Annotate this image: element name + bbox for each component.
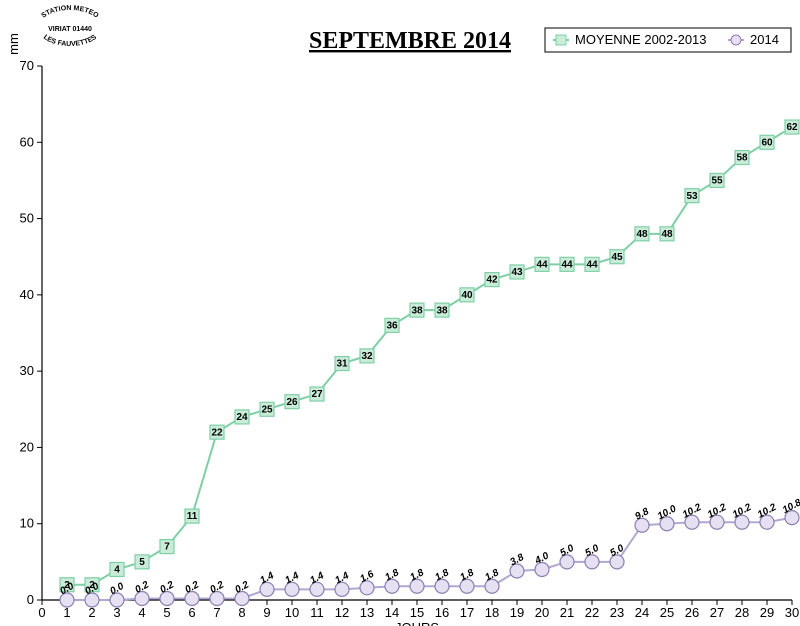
x-tick-label: 8 bbox=[238, 605, 245, 620]
x-tick-label: 26 bbox=[685, 605, 699, 620]
data-label: 38 bbox=[411, 305, 423, 316]
x-tick-label: 4 bbox=[138, 605, 145, 620]
legend-label-1: 2014 bbox=[750, 32, 779, 47]
data-label: 1.8 bbox=[458, 567, 476, 583]
x-tick-label: 0 bbox=[38, 605, 45, 620]
y-axis-title: mm bbox=[6, 33, 21, 55]
x-tick-label: 23 bbox=[610, 605, 624, 620]
x-tick-label: 20 bbox=[535, 605, 549, 620]
x-tick-label: 5 bbox=[163, 605, 170, 620]
data-label: 40 bbox=[461, 290, 473, 301]
data-label: 36 bbox=[386, 321, 398, 332]
data-label: 42 bbox=[486, 275, 498, 286]
y-tick-label: 20 bbox=[20, 439, 34, 454]
data-label: 1.4 bbox=[333, 570, 351, 586]
data-label: 0.2 bbox=[208, 579, 226, 595]
data-label: 25 bbox=[261, 404, 273, 415]
legend-label-0: MOYENNE 2002-2013 bbox=[575, 32, 707, 47]
data-label: 0.2 bbox=[158, 579, 176, 595]
data-label: 0.0 bbox=[108, 581, 126, 597]
data-label: 45 bbox=[611, 252, 623, 263]
x-tick-label: 28 bbox=[735, 605, 749, 620]
x-tick-label: 12 bbox=[335, 605, 349, 620]
data-label: 26 bbox=[286, 397, 298, 408]
data-label: 48 bbox=[661, 229, 673, 240]
data-label: 62 bbox=[786, 122, 798, 133]
data-label: 60 bbox=[761, 137, 773, 148]
y-tick-label: 30 bbox=[20, 363, 34, 378]
data-label: 1.4 bbox=[283, 570, 301, 586]
x-tick-label: 24 bbox=[635, 605, 649, 620]
logo-bottom: LES FAUVETTES bbox=[42, 34, 98, 48]
data-label: 3.8 bbox=[508, 552, 526, 568]
logo-top: STATION METEO bbox=[40, 5, 100, 20]
y-tick-label: 0 bbox=[27, 592, 34, 607]
data-label: 0.2 bbox=[183, 579, 201, 595]
data-label: 7 bbox=[164, 542, 170, 553]
chart-title: SEPTEMBRE 2014 bbox=[309, 28, 511, 54]
data-label: 22 bbox=[211, 427, 223, 438]
data-label: 53 bbox=[686, 191, 698, 202]
x-tick-label: 16 bbox=[435, 605, 449, 620]
data-label: 5.0 bbox=[608, 543, 626, 559]
data-label: 1.6 bbox=[358, 569, 376, 585]
data-label: 58 bbox=[736, 153, 748, 164]
data-label: 31 bbox=[336, 359, 348, 370]
data-label: 4 bbox=[114, 565, 120, 576]
chart-container: STATION METEO VIRIAT 01440LES FAUVETTES SE… bbox=[0, 0, 800, 626]
x-tick-label: 15 bbox=[410, 605, 424, 620]
y-tick-label: 60 bbox=[20, 134, 34, 149]
data-label: 32 bbox=[361, 351, 373, 362]
x-tick-label: 10 bbox=[285, 605, 299, 620]
data-label: 27 bbox=[311, 389, 323, 400]
data-label: 1.8 bbox=[433, 567, 451, 583]
data-label: 44 bbox=[561, 259, 573, 270]
x-tick-label: 6 bbox=[188, 605, 195, 620]
data-label: 44 bbox=[536, 259, 548, 270]
x-tick-label: 21 bbox=[560, 605, 574, 620]
data-label: 4.0 bbox=[532, 550, 551, 567]
x-tick-label: 27 bbox=[710, 605, 724, 620]
x-tick-label: 7 bbox=[213, 605, 220, 620]
data-label: 11 bbox=[187, 511, 198, 522]
data-label: 1.4 bbox=[258, 570, 276, 586]
x-tick-label: 17 bbox=[460, 605, 474, 620]
data-label: 43 bbox=[511, 267, 523, 278]
x-axis-title: JOURS bbox=[395, 620, 439, 626]
line-chart: STATION METEO VIRIAT 01440LES FAUVETTES SE… bbox=[0, 0, 800, 626]
data-label: 1.8 bbox=[383, 567, 401, 583]
data-label: 1.8 bbox=[483, 567, 501, 583]
x-tick-label: 9 bbox=[263, 605, 270, 620]
data-label: 1.4 bbox=[308, 570, 326, 586]
legend: MOYENNE 2002-2013 2014 bbox=[545, 28, 791, 52]
x-tick-label: 22 bbox=[585, 605, 599, 620]
y-tick-label: 40 bbox=[20, 287, 34, 302]
x-tick-label: 11 bbox=[310, 605, 324, 620]
x-tick-label: 30 bbox=[785, 605, 799, 620]
x-tick-label: 18 bbox=[485, 605, 499, 620]
logo-middle: VIRIAT 01440 bbox=[48, 26, 92, 33]
axes bbox=[42, 66, 792, 600]
data-label: 44 bbox=[586, 259, 598, 270]
data-label: 1.8 bbox=[408, 567, 426, 583]
y-tick-label: 70 bbox=[20, 58, 34, 73]
y-tick-label: 50 bbox=[20, 211, 34, 226]
data-label: 48 bbox=[636, 229, 648, 240]
data-label: 0.2 bbox=[233, 579, 251, 595]
x-tick-label: 29 bbox=[760, 605, 774, 620]
data-label: 55 bbox=[711, 176, 723, 187]
data-label: 5.0 bbox=[583, 543, 601, 559]
y-tick-label: 10 bbox=[20, 516, 34, 531]
x-tick-label: 19 bbox=[510, 605, 524, 620]
x-tick-label: 13 bbox=[360, 605, 374, 620]
x-tick-label: 25 bbox=[660, 605, 674, 620]
data-label: 5 bbox=[139, 557, 145, 568]
data-label: 9.8 bbox=[633, 506, 651, 522]
data-label: 5.0 bbox=[558, 543, 576, 559]
data-label: 24 bbox=[236, 412, 248, 423]
data-label: 0.2 bbox=[133, 579, 151, 595]
data-label: 38 bbox=[436, 305, 448, 316]
x-tick-label: 14 bbox=[385, 605, 399, 620]
